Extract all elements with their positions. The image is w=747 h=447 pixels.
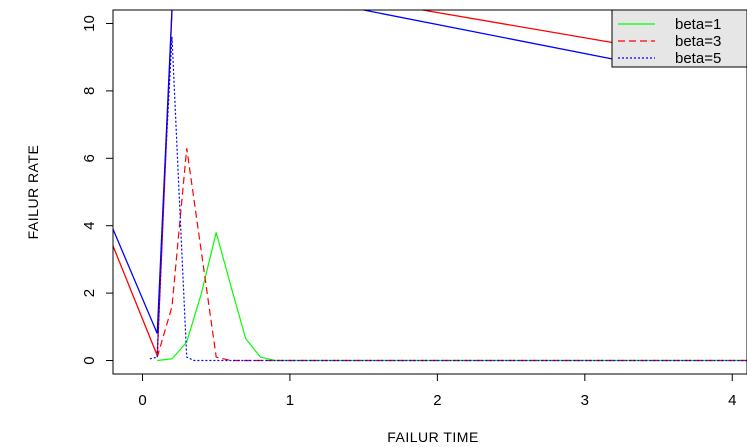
- y-axis-title: FAILUR RATE: [25, 145, 41, 240]
- y-tick-label: 4: [81, 222, 98, 230]
- y-tick-label: 0: [81, 356, 98, 364]
- series-line-beta-5: [149, 36, 747, 362]
- y-tick-label: 8: [81, 87, 98, 95]
- legend-label-beta-1: beta=1: [675, 16, 721, 33]
- extra-line-4: [363, 10, 630, 63]
- x-tick-label: 2: [433, 392, 441, 409]
- plot-lines: [113, 10, 747, 362]
- legend-label-beta-5: beta=5: [675, 50, 721, 67]
- series-line-beta-3: [156, 148, 747, 362]
- legend-label-beta-3: beta=3: [675, 33, 721, 50]
- extra-line-1: [113, 10, 173, 356]
- x-tick-label: 1: [286, 392, 294, 409]
- x-tick-label: 0: [138, 392, 146, 409]
- y-axis: 0 2 4 6 8 10: [81, 15, 113, 365]
- extra-line-3: [113, 10, 173, 334]
- x-axis: 0 1 2 3 4: [138, 374, 736, 409]
- extra-line-2: [422, 10, 630, 47]
- x-tick-label: 4: [728, 392, 736, 409]
- plot-frame: [112, 9, 747, 375]
- y-tick-label: 2: [81, 289, 98, 297]
- x-tick-label: 3: [581, 392, 589, 409]
- y-tick-label: 6: [81, 154, 98, 162]
- x-axis-title: FAILUR TIME: [387, 429, 479, 445]
- y-tick-label: 10: [81, 15, 98, 32]
- series-line-beta-1: [157, 232, 747, 362]
